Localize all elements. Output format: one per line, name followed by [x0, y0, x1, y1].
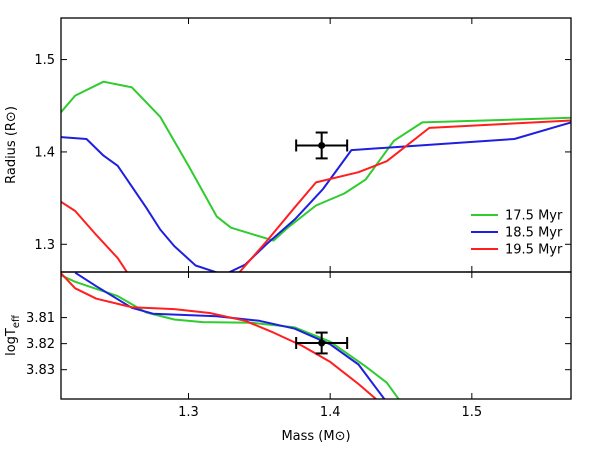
- radius-panel: 1.3 1.4 1.5 Radius (R⊙) 17.5 Myr 18.5 Myr 19.5…: [4, 17, 572, 273]
- top-series-18-5-myr: [61, 121, 571, 272]
- top-ytick-label: 1.4: [34, 145, 55, 160]
- bottom-point-marker: [318, 339, 326, 347]
- top-y-axis-title: Radius (R⊙): [4, 106, 19, 184]
- bottom-series-17-5-myr: [61, 274, 400, 399]
- bottom-ytick-label: 3.83: [26, 363, 55, 378]
- bottom-frame: [60, 271, 572, 400]
- top-point-marker: [318, 141, 326, 149]
- bottom-y-axis-title-sub: eff: [11, 314, 22, 328]
- legend-label: 18.5 Myr: [505, 226, 563, 241]
- top-ytick-label: 1.5: [34, 53, 55, 68]
- top-ytick-label: 1.3: [34, 238, 55, 253]
- bottom-series-19-5-myr: [61, 272, 378, 399]
- legend: 17.5 Myr 18.5 Myr 19.5 Myr: [471, 209, 563, 258]
- legend-label: 19.5 Myr: [505, 243, 563, 258]
- teff-panel: 3.81 3.82 3.83 1.3 1.4 1.5 Mass (M⊙) logTeff: [4, 271, 572, 444]
- legend-label: 17.5 Myr: [505, 209, 563, 224]
- bottom-ytick-label: 3.81: [26, 311, 55, 326]
- bottom-xtick-label: 1.3: [178, 405, 199, 420]
- x-axis-title: Mass (M⊙): [281, 429, 350, 444]
- top-series-19-5-myr: [61, 119, 571, 272]
- bottom-y-axis-title: logTeff: [4, 314, 22, 356]
- top-series-group: [61, 80, 571, 272]
- bottom-xtick-label: 1.5: [461, 405, 482, 420]
- top-series-17-5-myr: [61, 80, 571, 242]
- bottom-series-group: [61, 272, 400, 399]
- bottom-xtick-label: 1.4: [320, 405, 341, 420]
- bottom-y-axis-title-main: logT: [4, 328, 19, 356]
- bottom-ytick-label: 3.82: [26, 337, 55, 352]
